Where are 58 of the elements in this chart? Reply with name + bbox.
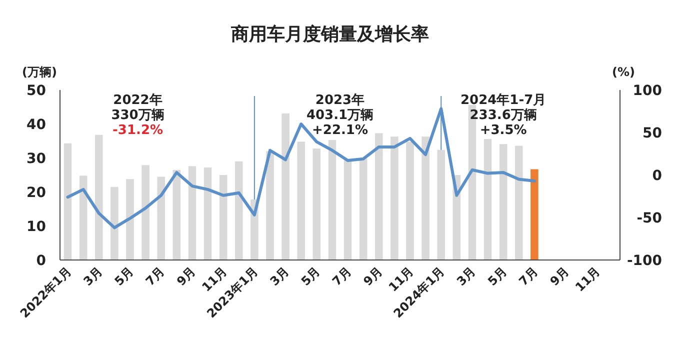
x-tick-label: 3月 <box>267 264 292 289</box>
x-tick-label: 7月 <box>516 264 541 289</box>
y2-tick-label: -50 <box>636 210 662 226</box>
bar <box>530 169 538 260</box>
bar <box>172 170 181 260</box>
bar <box>328 140 336 260</box>
bar <box>437 150 445 260</box>
bar <box>110 186 118 260</box>
bar <box>499 144 508 260</box>
bar <box>422 136 430 260</box>
bar <box>64 143 72 260</box>
bar <box>204 168 212 260</box>
bar <box>312 148 321 260</box>
bar <box>406 142 414 260</box>
y2-tick-label: -100 <box>626 253 662 269</box>
x-tick-label: 9月 <box>174 264 198 289</box>
annotation: 2023年 403.1万辆 +22.1% <box>306 93 374 138</box>
x-tick-label: 3月 <box>454 264 478 289</box>
bar <box>266 151 274 260</box>
bar <box>282 113 290 260</box>
annotation: 2022年 330万辆 -31.2% <box>111 93 164 138</box>
bar <box>157 176 165 260</box>
bar <box>297 142 305 260</box>
bar <box>484 138 492 260</box>
y2-tick-label: 50 <box>642 126 662 142</box>
y-tick-label: 10 <box>26 219 46 235</box>
y-axis-title: (万辆) <box>22 65 57 79</box>
x-tick-label: 3月 <box>80 264 106 289</box>
x-tick-label: 7月 <box>330 264 354 289</box>
bar <box>188 166 196 260</box>
x-tick-label: 9月 <box>360 264 386 289</box>
bar <box>344 160 352 260</box>
y-tick-label: 30 <box>26 151 46 167</box>
y-tick-label: 20 <box>26 185 46 201</box>
bar <box>515 146 523 260</box>
y-tick-label: 0 <box>36 253 46 269</box>
y-tick-label: 40 <box>26 117 46 133</box>
x-tick-label: 5月 <box>112 264 136 289</box>
x-tick-label: 5月 <box>298 264 323 289</box>
bar <box>390 136 398 260</box>
bar <box>95 134 103 260</box>
x-tick-label: 5月 <box>485 264 510 289</box>
bar <box>219 175 228 260</box>
y2-tick-label: 0 <box>652 168 662 184</box>
bar <box>126 179 134 260</box>
bar <box>142 165 150 260</box>
y2-axis-title: (%) <box>612 65 635 79</box>
y2-tick-label: 100 <box>632 83 662 99</box>
bar <box>79 176 88 260</box>
x-tick-label: 7月 <box>142 264 168 289</box>
chart-title: 商用车月度销量及增长率 <box>230 24 429 45</box>
bar <box>359 158 368 260</box>
bar <box>235 161 243 260</box>
x-tick-label: 9月 <box>547 264 572 289</box>
x-tick-label: 11月 <box>572 264 603 294</box>
annotation: 2024年1-7月 233.6万辆 +3.5% <box>460 93 546 138</box>
bar <box>375 133 383 260</box>
y-tick-label: 50 <box>26 83 46 99</box>
